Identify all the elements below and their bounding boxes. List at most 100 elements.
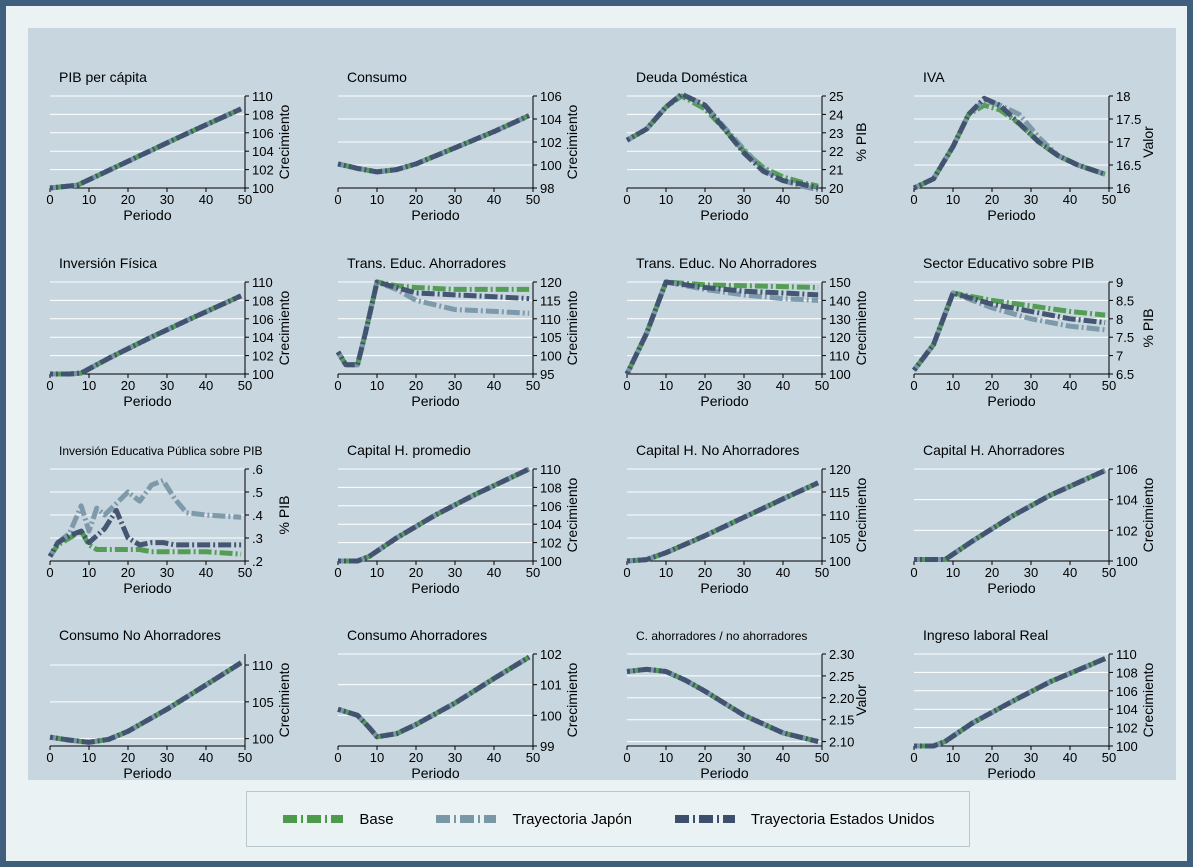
x-tick-label: 30 [737, 750, 751, 765]
y-tick-label: 25 [829, 89, 843, 104]
x-tick-label: 40 [199, 192, 213, 207]
series-line-usa [626, 480, 820, 564]
y-tick-label: 105 [540, 330, 562, 345]
x-tick-label: 30 [160, 192, 174, 207]
x-tick-label: 40 [776, 565, 790, 580]
y-tick-label: 100 [252, 367, 274, 382]
x-tick-label: 0 [623, 378, 630, 393]
y-tick-label: 2.30 [829, 647, 854, 662]
series-line-usa [335, 279, 530, 368]
chart-title: Inversión Educativa Pública sobre PIB [59, 444, 262, 458]
x-tick-label: 10 [659, 750, 673, 765]
legend-item-japon: Trayectoria Japón [434, 811, 632, 828]
y-tick-label: 100 [540, 349, 562, 364]
series-line-usa [625, 91, 819, 191]
y-tick-label: 102 [540, 135, 562, 150]
y-axis-label: Crecimiento [853, 477, 869, 552]
chart-title: C. ahorradores / no ahorradores [636, 629, 807, 643]
legend-item-base: Base [281, 810, 394, 828]
y-tick-label: 106 [540, 89, 562, 104]
y-tick-label: 110 [252, 275, 273, 290]
chart-title: Trans. Educ. No Ahorradores [636, 255, 817, 271]
series-line-base [626, 666, 819, 745]
chart-title: Ingreso laboral Real [923, 627, 1048, 643]
series-line-base [337, 113, 531, 175]
series-line-base [626, 480, 820, 564]
y-tick-label: 106 [252, 126, 274, 141]
x-axis-label: Periodo [411, 580, 459, 596]
y-tick-label: 110 [540, 462, 561, 477]
x-tick-label: 30 [1024, 750, 1038, 765]
x-tick-label: 0 [46, 192, 53, 207]
x-axis-label: Periodo [700, 393, 748, 409]
x-tick-label: 10 [370, 750, 384, 765]
y-tick-label: .2 [252, 554, 263, 569]
y-tick-label: 23 [829, 126, 843, 141]
x-axis-label: Periodo [411, 393, 459, 409]
x-axis-label: Periodo [700, 765, 748, 780]
y-tick-label: 120 [540, 275, 562, 290]
legend: Base Trayectoria Japón Trayectoria Estad… [246, 791, 970, 847]
y-axis-label: Crecimiento [564, 104, 580, 179]
series-line-usa [912, 290, 1106, 372]
y-axis-label: Crecimiento [276, 104, 292, 179]
x-tick-label: 10 [82, 378, 96, 393]
y-tick-label: 120 [829, 330, 851, 345]
x-tick-label: 50 [1102, 750, 1116, 765]
x-axis-label: Periodo [411, 765, 459, 780]
legend-label-base: Base [359, 810, 394, 828]
x-axis-label: Periodo [123, 207, 171, 223]
chart-panel-deuda-dom-stica: Deuda Doméstica 20 21 22 23 24 25 0 10 20 30 40 50 Pe… [623, 69, 869, 223]
chart-title: Trans. Educ. Ahorradores [347, 255, 506, 271]
x-tick-label: 40 [199, 378, 213, 393]
x-tick-label: 0 [910, 378, 917, 393]
x-tick-label: 20 [698, 378, 712, 393]
x-tick-label: 30 [1024, 378, 1038, 393]
y-tick-label: 8 [1116, 312, 1123, 327]
series-line-japon [626, 666, 819, 745]
y-axis-label: Crecimiento [1140, 477, 1156, 552]
x-tick-label: 0 [910, 565, 917, 580]
y-tick-label: 101 [540, 678, 562, 693]
x-tick-label: 20 [409, 565, 423, 580]
series-line-usa [624, 279, 819, 376]
x-tick-label: 10 [946, 192, 960, 207]
y-axis-label: Crecimiento [276, 662, 292, 737]
y-tick-label: 2.10 [829, 735, 854, 750]
chart-title: Inversión Física [59, 255, 157, 271]
x-tick-label: 30 [1024, 192, 1038, 207]
series-line-japon [912, 290, 1106, 372]
x-tick-label: 10 [370, 192, 384, 207]
x-tick-label: 0 [910, 750, 917, 765]
x-axis-label: Periodo [123, 580, 171, 596]
y-tick-label: 20 [829, 181, 843, 196]
y-axis-label: Valor [1140, 126, 1156, 158]
x-tick-label: 20 [409, 378, 423, 393]
y-tick-label: .5 [252, 485, 263, 500]
x-tick-label: 20 [121, 378, 135, 393]
chart-title: Capital H. No Ahorradores [636, 442, 799, 458]
x-tick-label: 20 [985, 192, 999, 207]
chart-title: Consumo [347, 69, 407, 85]
y-tick-label: 110 [540, 312, 561, 327]
y-tick-label: 104 [1116, 702, 1138, 717]
chart-panel-consumo-no-ahorradores: Consumo No Ahorradores 100 105 110 0 10 20 30 40… [46, 627, 292, 781]
chart-title: Consumo Ahorradores [347, 627, 487, 643]
x-tick-label: 40 [776, 192, 790, 207]
x-tick-label: 20 [121, 192, 135, 207]
y-axis-label: Crecimiento [276, 290, 292, 365]
y-tick-label: 100 [540, 158, 562, 173]
x-tick-label: 50 [1102, 192, 1116, 207]
x-tick-label: 30 [448, 192, 462, 207]
x-tick-label: 30 [448, 750, 462, 765]
x-tick-label: 50 [815, 750, 829, 765]
series-line-usa [50, 293, 243, 377]
y-tick-label: 104 [540, 517, 562, 532]
x-axis-label: Periodo [123, 765, 171, 780]
series-line-base [912, 102, 1106, 191]
y-axis-label: Crecimiento [564, 290, 580, 365]
x-axis-label: Periodo [987, 580, 1035, 596]
chart-title: Capital H. promedio [347, 442, 471, 458]
